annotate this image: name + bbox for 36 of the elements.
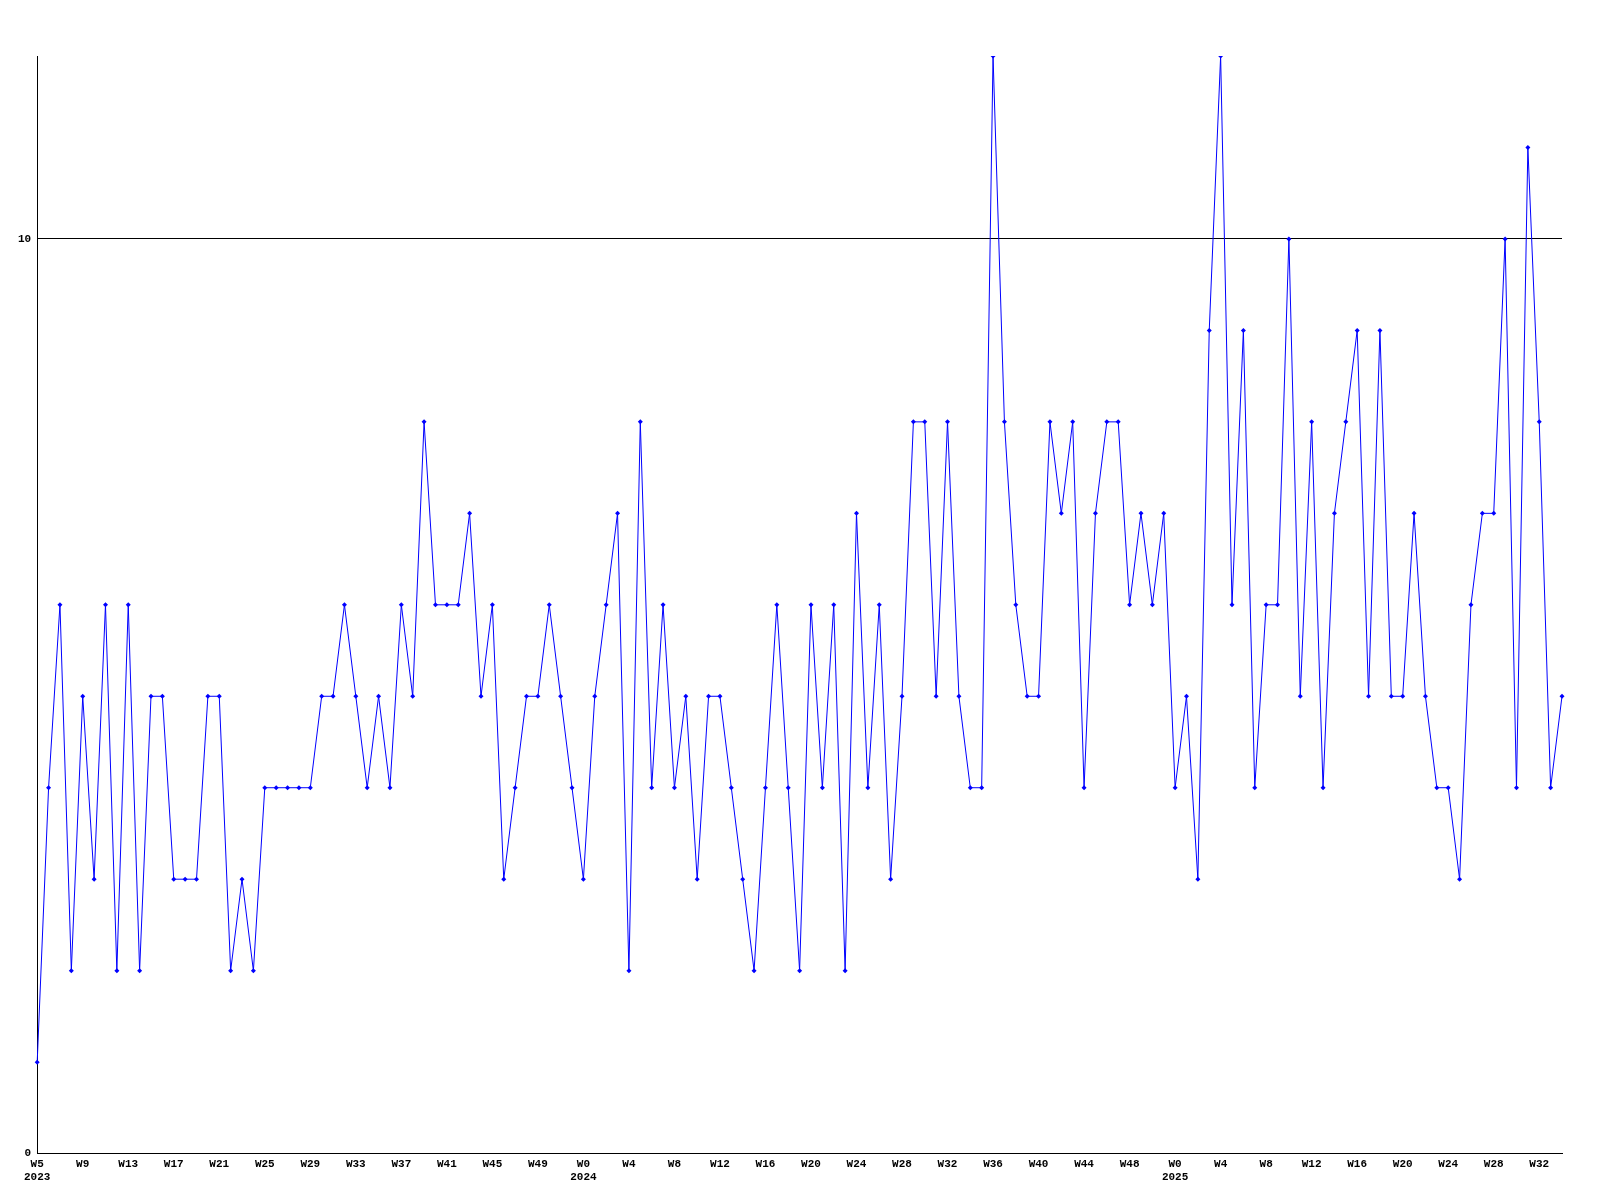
x-tick-label: W29 <box>300 1157 321 1170</box>
x-tick-label: W44 <box>1074 1157 1095 1170</box>
x-tick-label: W4 <box>1214 1157 1228 1170</box>
y-tick-label: 0 <box>24 1147 32 1160</box>
x-tick-label: W36 <box>983 1157 1003 1170</box>
x-tick-label: W28 <box>1483 1157 1505 1170</box>
x-tick-label: W28 <box>892 1157 913 1170</box>
y-tick-label: 10 <box>18 232 32 245</box>
x-tick-label: W49 <box>527 1157 548 1170</box>
x-tick-label: W32 <box>937 1157 958 1170</box>
x-tick-label: W8 <box>1259 1157 1274 1170</box>
x-tick-label: W0 2025 <box>1161 1157 1189 1184</box>
x-tick-label: W45 <box>482 1157 503 1170</box>
x-tick-label: W33 <box>345 1157 367 1170</box>
x-tick-label: W41 <box>436 1157 458 1170</box>
x-tick-label: W13 <box>118 1157 139 1170</box>
x-tick-label: W20 <box>1392 1157 1413 1170</box>
x-tick-label: W37 <box>391 1157 412 1170</box>
x-tick-label: W24 <box>846 1157 867 1170</box>
x-tick-label: W21 <box>209 1157 230 1170</box>
x-tick-label: W8 <box>667 1157 682 1170</box>
x-tick-label: W48 <box>1119 1157 1140 1170</box>
x-tick-label: W16 <box>1347 1157 1368 1170</box>
x-tick-label: W0 2024 <box>570 1157 597 1184</box>
x-tick-label: W40 <box>1028 1157 1049 1170</box>
x-tick-label: W12 <box>710 1157 730 1170</box>
x-tick-label: W17 <box>163 1157 184 1170</box>
x-tick-label: W16 <box>755 1157 776 1170</box>
x-tick-label: W25 <box>254 1157 276 1170</box>
x-tick-label: W12 <box>1301 1157 1322 1170</box>
x-tick-label: W5 2023 <box>24 1157 51 1184</box>
x-tick-label: W20 <box>801 1157 821 1170</box>
x-tick-label: W9 <box>76 1157 90 1170</box>
x-tick-label: W32 <box>1529 1157 1550 1170</box>
x-tick-label: W4 <box>622 1157 636 1170</box>
x-tick-label: W24 <box>1438 1157 1459 1170</box>
